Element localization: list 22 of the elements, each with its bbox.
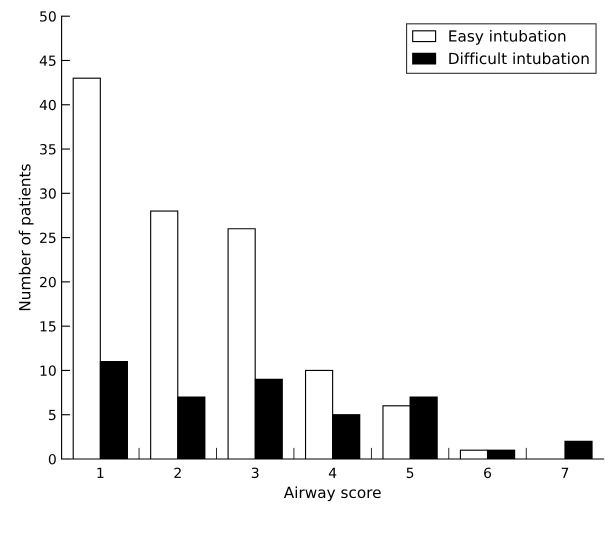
y-tick-label: 20 bbox=[40, 276, 56, 288]
y-tick-label: 45 bbox=[40, 56, 56, 66]
y-tick-label: 25 bbox=[40, 232, 56, 244]
y-tick-label: 0 bbox=[48, 454, 56, 464]
x-tick-label: 1 bbox=[97, 468, 104, 478]
y-tick-label: 40 bbox=[40, 100, 56, 110]
x-axis-title: Airway score bbox=[284, 486, 381, 502]
y-axis-title: Number of patients bbox=[18, 164, 34, 310]
legend-label: Difficult intubation bbox=[449, 52, 589, 64]
x-tick-label: 5 bbox=[406, 468, 414, 478]
x-tick-label: 2 bbox=[174, 468, 181, 478]
y-tick-label: 15 bbox=[40, 321, 56, 332]
y-tick-label: 50 bbox=[40, 11, 56, 22]
x-tick-label: 6 bbox=[484, 468, 492, 478]
y-tick-label: 35 bbox=[40, 144, 56, 155]
y-tick-label: 5 bbox=[48, 410, 56, 420]
y-tick-label: 30 bbox=[40, 188, 56, 199]
x-tick-label: 3 bbox=[252, 468, 259, 478]
x-tick-label: 4 bbox=[328, 468, 336, 478]
legend-label: Easy intubation bbox=[449, 30, 566, 45]
y-tick-label: 10 bbox=[40, 365, 56, 376]
x-tick-label: 7 bbox=[562, 468, 568, 478]
